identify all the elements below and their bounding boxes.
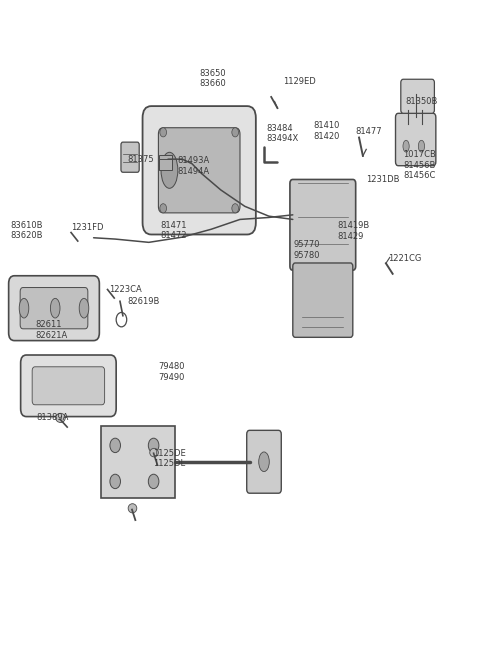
- FancyBboxPatch shape: [290, 179, 356, 270]
- Ellipse shape: [50, 298, 60, 318]
- Ellipse shape: [79, 298, 89, 318]
- FancyBboxPatch shape: [396, 113, 436, 166]
- FancyBboxPatch shape: [158, 128, 240, 213]
- Ellipse shape: [232, 128, 239, 137]
- Text: 81410
81420: 81410 81420: [313, 121, 339, 141]
- FancyBboxPatch shape: [159, 155, 172, 166]
- Text: 81471
81472: 81471 81472: [161, 221, 187, 240]
- FancyBboxPatch shape: [159, 159, 172, 170]
- FancyBboxPatch shape: [143, 106, 256, 234]
- Text: 1221CG: 1221CG: [388, 253, 421, 263]
- Text: 1125DE
1125DL: 1125DE 1125DL: [153, 449, 185, 468]
- Text: 83610B
83620B: 83610B 83620B: [11, 221, 43, 240]
- Ellipse shape: [110, 438, 120, 453]
- Ellipse shape: [116, 312, 127, 327]
- FancyBboxPatch shape: [247, 430, 281, 493]
- Text: 81389A: 81389A: [36, 413, 69, 422]
- FancyBboxPatch shape: [101, 426, 175, 498]
- Text: 79480
79490: 79480 79490: [158, 362, 185, 382]
- Text: 1231FD: 1231FD: [71, 223, 104, 233]
- FancyBboxPatch shape: [293, 263, 353, 337]
- Ellipse shape: [110, 474, 120, 489]
- Text: 82611
82621A: 82611 82621A: [35, 320, 67, 340]
- Text: 1017CB
81456B
81456C: 1017CB 81456B 81456C: [403, 150, 436, 180]
- Text: 81375: 81375: [127, 155, 154, 164]
- FancyBboxPatch shape: [20, 288, 88, 329]
- Ellipse shape: [148, 438, 159, 453]
- Ellipse shape: [56, 413, 65, 422]
- FancyBboxPatch shape: [21, 355, 116, 417]
- FancyBboxPatch shape: [401, 79, 434, 113]
- Ellipse shape: [403, 140, 409, 152]
- Text: 81493A
81494A: 81493A 81494A: [178, 156, 210, 176]
- Ellipse shape: [232, 204, 239, 213]
- Text: 95770
95780: 95770 95780: [293, 240, 320, 260]
- Text: 83484
83494X: 83484 83494X: [266, 124, 299, 143]
- Text: 1231DB: 1231DB: [366, 175, 399, 184]
- Text: 83650
83660: 83650 83660: [199, 69, 226, 88]
- Text: 82619B: 82619B: [127, 297, 159, 306]
- Text: 1129ED: 1129ED: [283, 77, 316, 86]
- FancyBboxPatch shape: [121, 142, 139, 172]
- Text: 81477: 81477: [355, 126, 382, 136]
- Ellipse shape: [150, 448, 158, 457]
- Ellipse shape: [148, 474, 159, 489]
- Ellipse shape: [418, 140, 424, 152]
- Ellipse shape: [259, 452, 269, 472]
- Text: 81419B
81429: 81419B 81429: [337, 221, 370, 241]
- Text: 81350B: 81350B: [406, 97, 438, 106]
- Ellipse shape: [160, 204, 167, 213]
- Ellipse shape: [128, 504, 137, 513]
- FancyBboxPatch shape: [9, 276, 99, 341]
- Ellipse shape: [160, 128, 167, 137]
- Text: 1223CA: 1223CA: [109, 285, 142, 294]
- Ellipse shape: [19, 298, 29, 318]
- FancyBboxPatch shape: [32, 367, 105, 405]
- Ellipse shape: [161, 153, 178, 189]
